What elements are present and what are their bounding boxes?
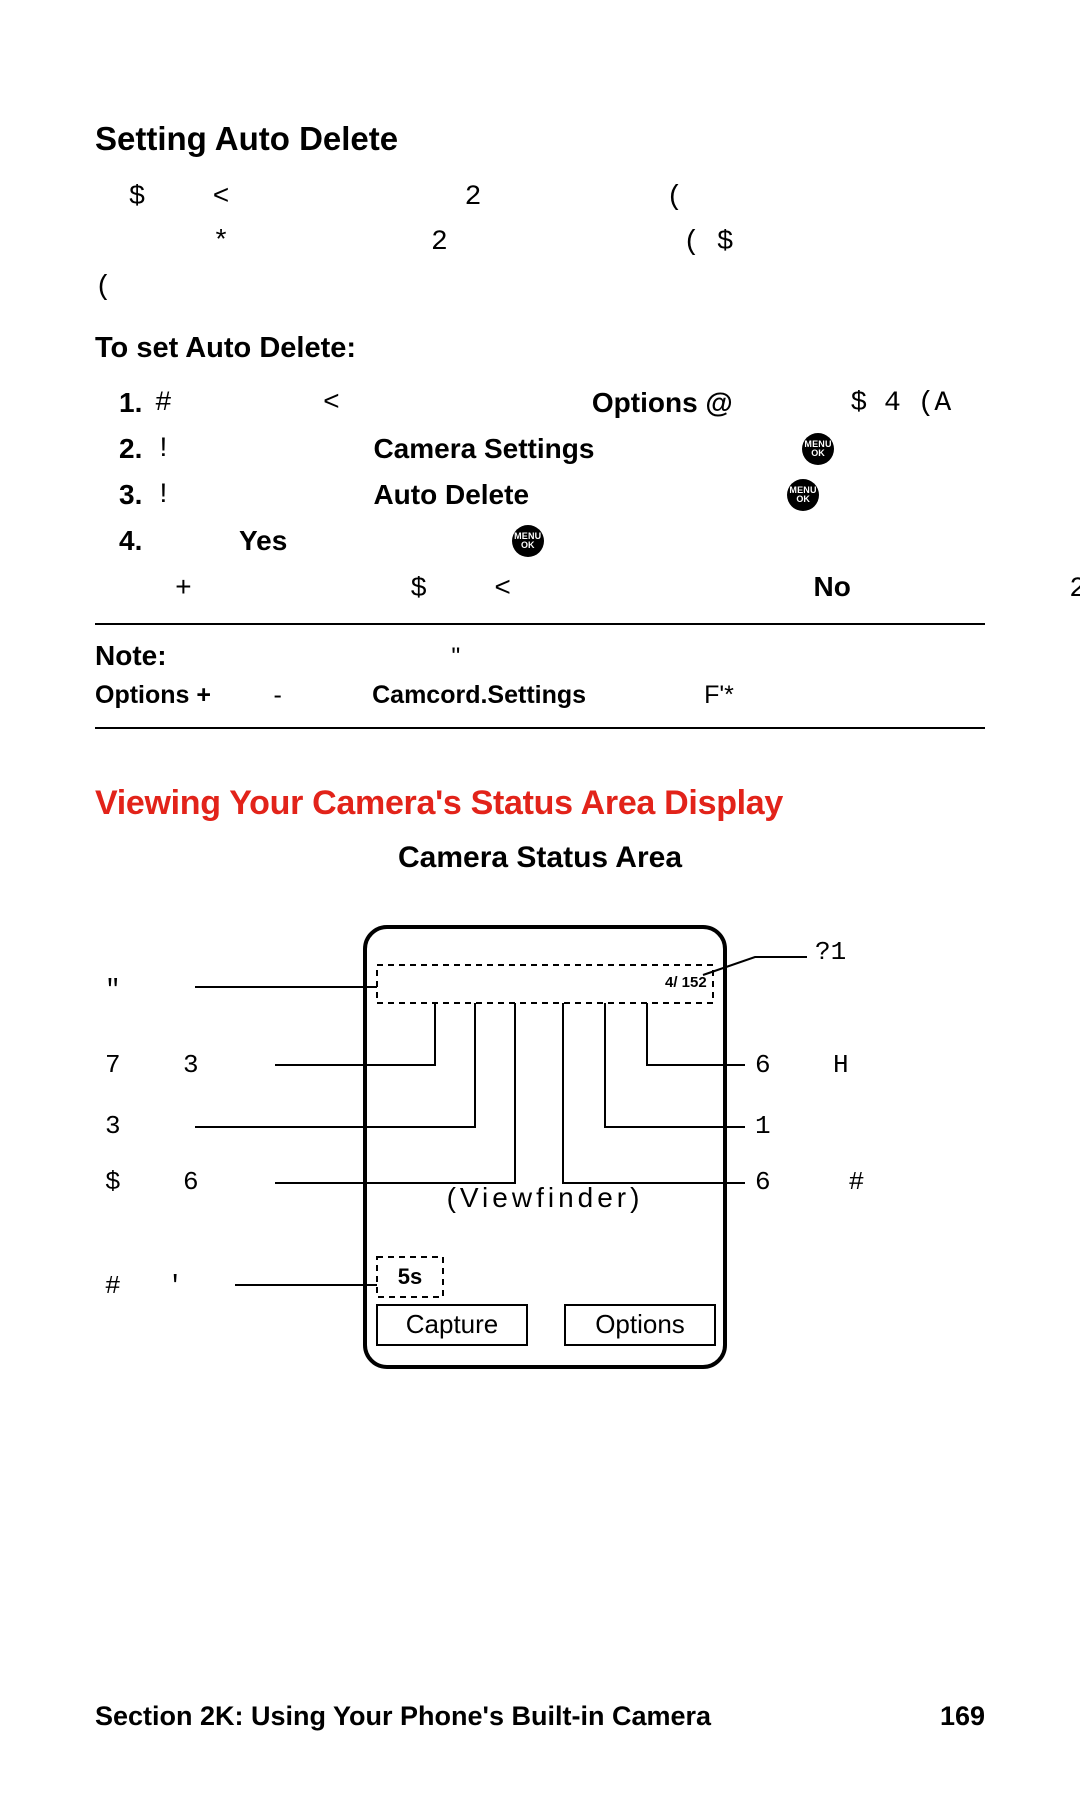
footer-page-number: 169	[940, 1701, 985, 1732]
tail-pre: + $ <	[175, 574, 814, 605]
step-bold: Camera Settings	[373, 433, 594, 465]
note-row-1: Note: "	[95, 635, 985, 677]
step-pre: # <	[155, 388, 592, 419]
red-heading: Viewing Your Camera's Status Area Displa…	[95, 784, 985, 823]
camera-status-diagram: " 7 3 3 $ 6 # ' ?1 6 H 1 6 # 4/ 152 (Vie…	[95, 887, 985, 1387]
options-button-label: Options	[595, 1309, 685, 1339]
phone-frame	[365, 927, 725, 1367]
note-camcord: Camcord.Settings	[372, 681, 586, 709]
step-pre: !	[155, 480, 373, 511]
page-footer: Section 2K: Using Your Phone's Built-in …	[0, 1701, 1080, 1732]
step-post	[287, 526, 505, 557]
leader-right-1	[703, 957, 807, 975]
subhead: To set Auto Delete:	[95, 332, 985, 365]
step-bold: Yes	[239, 525, 287, 557]
note-gap1: -	[211, 681, 372, 709]
leader-right-4	[563, 1003, 745, 1183]
note-row1-rest: "	[167, 643, 461, 671]
intro-line-3: (	[95, 272, 112, 303]
step-bold: Options @	[592, 387, 733, 419]
tail-line: + $ < No 2	[175, 571, 985, 605]
diagram-title: Camera Status Area	[95, 841, 985, 875]
note-row-2: Options + - Camcord.Settings F'*	[95, 677, 985, 715]
capture-button-label: Capture	[406, 1309, 499, 1339]
note-options: Options +	[95, 681, 211, 709]
tail-bold: No	[814, 571, 851, 602]
menu-ok-icon: MENUOK	[787, 479, 819, 511]
timer-text: 5s	[398, 1264, 422, 1289]
step-post: $ 4 (A	[733, 388, 951, 419]
intro-text: $ < 2 ( * 2 ( $ (	[95, 176, 985, 310]
note-gap2: F'*	[586, 681, 734, 709]
step-num: 4.	[95, 525, 155, 557]
step-num: 2.	[95, 433, 155, 465]
tail-post: 2	[851, 574, 1080, 605]
intro-line-2: * 2 ( $	[95, 227, 734, 258]
footer-section: Section 2K: Using Your Phone's Built-in …	[95, 1701, 711, 1732]
step-1: 1. # < Options @ $ 4 (A	[95, 387, 985, 419]
step-pre	[155, 526, 239, 557]
step-pre: !	[155, 434, 373, 465]
leader-left-2	[275, 1003, 435, 1065]
diagram-svg: 4/ 152 (Viewfinder) 5s Capture Options	[95, 887, 985, 1387]
step-num: 3.	[95, 479, 155, 511]
menu-ok-icon: MENUOK	[802, 433, 834, 465]
step-post	[594, 434, 796, 465]
menu-ok-icon: MENUOK	[512, 525, 544, 557]
step-2: 2. ! Camera Settings MENUOK	[95, 433, 985, 465]
leader-right-2	[647, 1003, 745, 1065]
intro-line-1: $ < 2 (	[95, 182, 683, 213]
note-box: Note: " Options + - Camcord.Settings F'*	[95, 623, 985, 729]
page-root: Setting Auto Delete $ < 2 ( * 2 ( $ ( To…	[0, 0, 1080, 1800]
steps-list: 1. # < Options @ $ 4 (A 2. ! Camera Sett…	[95, 387, 985, 557]
step-post	[529, 480, 781, 511]
step-bold: Auto Delete	[373, 479, 529, 511]
status-bar-dashed	[377, 965, 713, 1003]
viewfinder-text: (Viewfinder)	[447, 1182, 644, 1213]
leader-left-4	[275, 1003, 515, 1183]
step-4: 4. Yes MENUOK	[95, 525, 985, 557]
counter-text: 4/ 152	[665, 974, 707, 991]
section-title: Setting Auto Delete	[95, 120, 985, 158]
note-label: Note:	[95, 640, 167, 671]
step-3: 3. ! Auto Delete MENUOK	[95, 479, 985, 511]
step-num: 1.	[95, 387, 155, 419]
